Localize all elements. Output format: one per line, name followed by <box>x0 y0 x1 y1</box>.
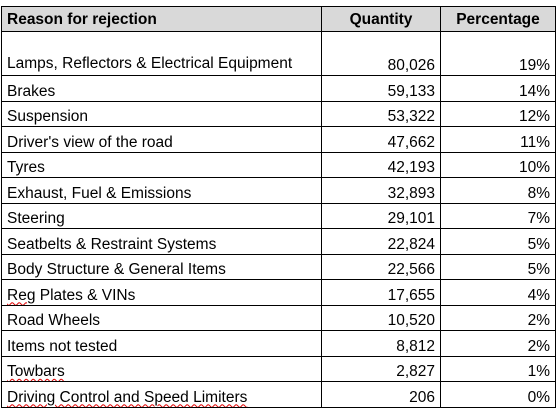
table-row: Driving Control and Speed Limiters 206 0… <box>1 381 556 408</box>
table-row: Seatbelts & Restraint Systems 22,824 5% <box>1 228 556 255</box>
percentage-cell[interactable]: 11% <box>440 126 556 153</box>
quantity-cell[interactable]: 10,520 <box>321 304 441 331</box>
reason-cell[interactable]: Steering <box>1 202 322 229</box>
quantity-cell[interactable]: 32,893 <box>321 177 441 204</box>
quantity-cell[interactable]: 8,812 <box>321 330 441 357</box>
reason-cell[interactable]: Suspension <box>1 100 322 127</box>
quantity-cell[interactable]: 22,824 <box>321 228 441 255</box>
header-percentage[interactable]: Percentage <box>440 6 556 32</box>
quantity-cell[interactable]: 22,566 <box>321 253 441 280</box>
quantity-cell[interactable]: 42,193 <box>321 151 441 178</box>
percentage-cell[interactable]: 8% <box>440 177 556 204</box>
percentage-cell[interactable]: 2% <box>440 304 556 331</box>
reason-cell[interactable]: Tyres <box>1 151 322 178</box>
percentage-cell[interactable]: 14% <box>440 75 556 102</box>
reason-cell[interactable]: Brakes <box>1 75 322 102</box>
reason-cell[interactable]: Items not tested <box>1 330 322 357</box>
reason-cell[interactable]: Road Wheels <box>1 304 322 331</box>
reason-cell[interactable]: Towbars <box>1 355 322 382</box>
table-row: Reg Plates & VINs 17,655 4% <box>1 279 556 306</box>
reason-cell[interactable]: Driver's view of the road <box>1 126 322 153</box>
quantity-cell[interactable]: 206 <box>321 381 441 408</box>
reason-cell[interactable]: Reg Plates & VINs <box>1 279 322 306</box>
rejection-reasons-table: Reason for rejection Quantity Percentage… <box>1 6 556 408</box>
reason-cell[interactable]: Lamps, Reflectors & Electrical Equipment <box>1 31 322 76</box>
percentage-cell[interactable]: 12% <box>440 100 556 127</box>
quantity-cell[interactable]: 29,101 <box>321 202 441 229</box>
percentage-cell[interactable]: 10% <box>440 151 556 178</box>
percentage-cell[interactable]: 7% <box>440 202 556 229</box>
percentage-cell[interactable]: 5% <box>440 228 556 255</box>
reason-text: Plates & VINs <box>35 286 136 304</box>
spellcheck-word: Driving Control and Speed Limiters <box>7 388 248 406</box>
table-row: Tyres 42,193 10% <box>1 151 556 178</box>
quantity-cell[interactable]: 59,133 <box>321 75 441 102</box>
percentage-cell[interactable]: 1% <box>440 355 556 382</box>
header-row: Reason for rejection Quantity Percentage <box>1 6 556 32</box>
reason-cell[interactable]: Seatbelts & Restraint Systems <box>1 228 322 255</box>
table-row: Exhaust, Fuel & Emissions 32,893 8% <box>1 177 556 204</box>
table-row: Road Wheels 10,520 2% <box>1 304 556 331</box>
spellcheck-word: Towbars <box>7 363 65 380</box>
table-row: Steering 29,101 7% <box>1 202 556 229</box>
quantity-cell[interactable]: 53,322 <box>321 100 441 127</box>
quantity-cell[interactable]: 47,662 <box>321 126 441 153</box>
quantity-cell[interactable]: 2,827 <box>321 355 441 382</box>
reason-cell[interactable]: Driving Control and Speed Limiters <box>1 381 322 408</box>
header-quantity[interactable]: Quantity <box>321 6 441 32</box>
table-row: Body Structure & General Items 22,566 5% <box>1 253 556 280</box>
table-row: Driver's view of the road 47,662 11% <box>1 126 556 153</box>
spellcheck-word: Reg <box>7 286 36 304</box>
percentage-cell[interactable]: 2% <box>440 330 556 357</box>
reason-cell[interactable]: Body Structure & General Items <box>1 253 322 280</box>
quantity-cell[interactable]: 17,655 <box>321 279 441 306</box>
reason-cell[interactable]: Exhaust, Fuel & Emissions <box>1 177 322 204</box>
table-row: Brakes 59,133 14% <box>1 75 556 102</box>
quantity-cell[interactable]: 80,026 <box>321 31 441 76</box>
table-row: Lamps, Reflectors & Electrical Equipment… <box>1 31 556 76</box>
percentage-cell[interactable]: 4% <box>440 279 556 306</box>
table-row: Items not tested 8,812 2% <box>1 330 556 357</box>
header-reason[interactable]: Reason for rejection <box>1 6 322 32</box>
table-row: Suspension 53,322 12% <box>1 100 556 127</box>
percentage-cell[interactable]: 19% <box>440 31 556 76</box>
percentage-cell[interactable]: 0% <box>440 381 556 408</box>
table-row: Towbars 2,827 1% <box>1 355 556 382</box>
percentage-cell[interactable]: 5% <box>440 253 556 280</box>
